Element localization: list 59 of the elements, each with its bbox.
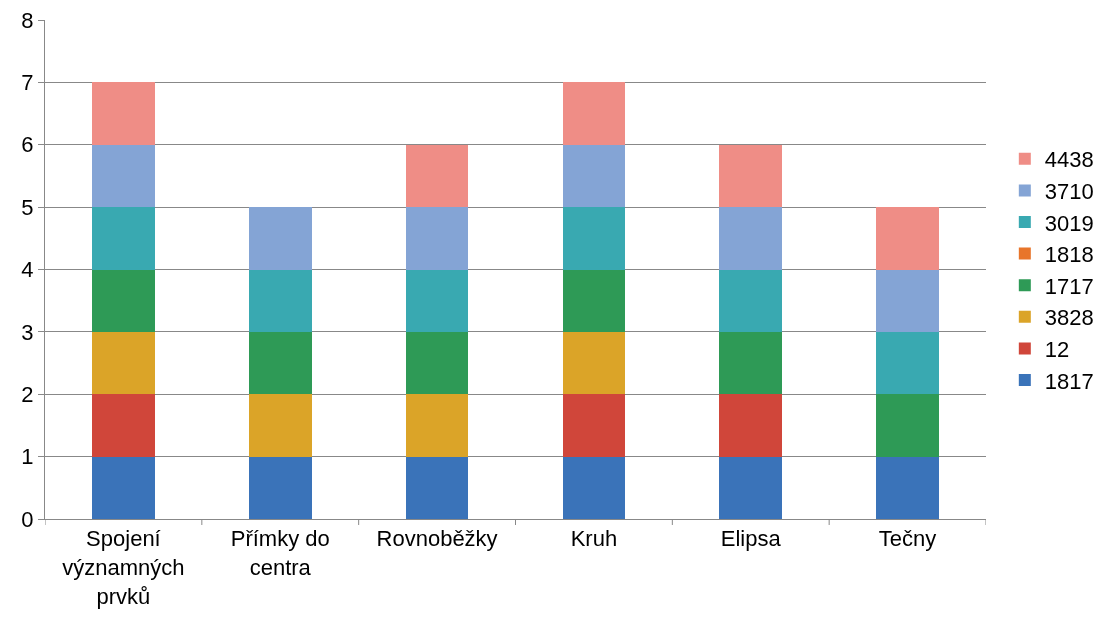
y-tick-label: 5 [21, 194, 34, 220]
bar [405, 207, 469, 270]
bar [876, 269, 939, 332]
bar [719, 456, 783, 519]
bar [405, 394, 469, 457]
legend-label: 1818 [1044, 242, 1094, 268]
y-tick-label: 1 [21, 444, 34, 470]
y-tick-label: 4 [21, 257, 34, 283]
y-tick-label: 2 [21, 381, 34, 407]
x-tick-label: Přímky do centra [230, 526, 330, 580]
bar [248, 456, 312, 519]
bar [876, 456, 939, 519]
bar [719, 331, 783, 395]
legend-label: 12 [1044, 336, 1070, 362]
bar [562, 456, 626, 519]
y-tick-label: 8 [21, 7, 34, 33]
bar [248, 331, 312, 395]
y-tick-label: 3 [21, 319, 34, 345]
legend-label: 1717 [1044, 273, 1094, 299]
bar [92, 144, 155, 208]
y-tick-label: 6 [21, 132, 34, 158]
bar [405, 456, 469, 519]
bar [405, 331, 469, 395]
bar [92, 82, 155, 145]
bar [562, 207, 626, 270]
x-tick-label: Rovnoběžky [376, 526, 498, 552]
legend-label: 3828 [1044, 305, 1094, 331]
x-tick-label: Elipsa [720, 526, 782, 552]
y-tick-label: 7 [21, 70, 34, 96]
bar [248, 269, 312, 332]
x-tick-label: Kruh [570, 526, 618, 552]
bar [876, 394, 939, 457]
x-tick-label: Tečny [878, 526, 937, 552]
bar [562, 144, 626, 208]
bar [405, 269, 469, 332]
legend-label: 1817 [1044, 368, 1094, 394]
bar [719, 207, 783, 270]
bar [562, 269, 626, 332]
x-tick-label: Spojení významných prvků [62, 526, 185, 609]
legend-label: 3019 [1044, 210, 1094, 236]
legend-label: 4438 [1044, 147, 1094, 173]
bar [92, 269, 155, 332]
bar [562, 82, 626, 145]
bar [248, 207, 312, 270]
bar [92, 331, 155, 395]
bar [719, 144, 783, 208]
bar [405, 144, 469, 208]
legend-label: 3710 [1044, 178, 1094, 204]
bar [92, 456, 155, 519]
bar [719, 269, 783, 332]
bar [719, 394, 783, 457]
bar [248, 394, 312, 457]
bar [562, 394, 626, 457]
bar [92, 394, 155, 457]
bar [562, 331, 626, 395]
bar [876, 331, 939, 395]
bar [876, 207, 939, 270]
bar [92, 207, 155, 270]
y-tick-label: 0 [21, 506, 34, 532]
